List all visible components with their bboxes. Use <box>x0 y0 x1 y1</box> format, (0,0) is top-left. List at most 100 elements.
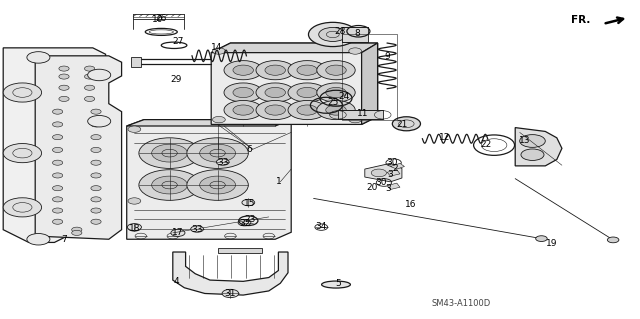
Circle shape <box>233 65 253 75</box>
Circle shape <box>128 198 141 204</box>
Circle shape <box>3 144 42 163</box>
Circle shape <box>139 138 200 168</box>
Circle shape <box>59 96 69 101</box>
Text: 3: 3 <box>388 170 393 179</box>
Circle shape <box>88 69 111 81</box>
Circle shape <box>297 87 317 98</box>
Circle shape <box>152 144 188 162</box>
Text: 3: 3 <box>385 184 390 193</box>
Circle shape <box>59 66 69 71</box>
Polygon shape <box>390 163 404 169</box>
Circle shape <box>200 176 236 194</box>
Circle shape <box>187 138 248 168</box>
Circle shape <box>536 236 547 241</box>
Circle shape <box>91 122 101 127</box>
Circle shape <box>91 208 101 213</box>
Circle shape <box>84 85 95 90</box>
Circle shape <box>216 159 229 165</box>
Text: 24: 24 <box>339 92 350 101</box>
Circle shape <box>319 27 347 41</box>
Text: 26: 26 <box>156 14 167 23</box>
Circle shape <box>317 83 355 102</box>
Circle shape <box>265 65 285 75</box>
Circle shape <box>256 100 294 120</box>
Polygon shape <box>365 163 402 182</box>
Circle shape <box>91 160 101 165</box>
Circle shape <box>152 176 188 194</box>
Circle shape <box>607 237 619 243</box>
Text: 18: 18 <box>129 224 140 233</box>
Circle shape <box>520 135 545 147</box>
Text: 21: 21 <box>396 120 408 129</box>
Text: 27: 27 <box>172 37 184 46</box>
Text: 28: 28 <box>335 27 346 36</box>
Circle shape <box>91 173 101 178</box>
Text: 34: 34 <box>316 222 327 231</box>
Text: 33: 33 <box>191 225 203 234</box>
Circle shape <box>3 83 42 102</box>
Circle shape <box>187 170 248 200</box>
Text: 33: 33 <box>217 158 228 167</box>
Circle shape <box>84 66 95 71</box>
Text: 8: 8 <box>355 29 360 38</box>
Circle shape <box>265 105 285 115</box>
Circle shape <box>233 105 253 115</box>
Circle shape <box>128 126 141 132</box>
Circle shape <box>52 109 63 114</box>
Circle shape <box>72 230 82 235</box>
Polygon shape <box>211 43 378 53</box>
Text: SM43-A1100D: SM43-A1100D <box>431 299 490 308</box>
Circle shape <box>265 87 285 98</box>
Text: 2: 2 <box>392 164 397 173</box>
Polygon shape <box>3 48 106 242</box>
Text: 7: 7 <box>61 235 67 244</box>
Circle shape <box>91 109 101 114</box>
Text: 17: 17 <box>172 228 184 237</box>
Text: 15: 15 <box>244 199 255 208</box>
Circle shape <box>256 83 294 102</box>
Circle shape <box>242 199 255 206</box>
Bar <box>338 110 383 119</box>
Circle shape <box>297 105 317 115</box>
Circle shape <box>212 48 225 54</box>
Circle shape <box>171 229 185 236</box>
Circle shape <box>212 116 225 123</box>
Text: 32: 32 <box>239 219 250 228</box>
Text: 11: 11 <box>357 109 369 118</box>
Circle shape <box>139 170 200 200</box>
Circle shape <box>326 87 346 98</box>
Circle shape <box>52 135 63 140</box>
Circle shape <box>27 234 50 245</box>
Circle shape <box>59 74 69 79</box>
Text: 23: 23 <box>244 215 255 224</box>
Circle shape <box>222 289 239 298</box>
Polygon shape <box>127 120 291 126</box>
Circle shape <box>52 219 63 224</box>
Circle shape <box>326 65 346 75</box>
Circle shape <box>349 48 362 54</box>
Text: 20: 20 <box>367 183 378 192</box>
Circle shape <box>59 85 69 90</box>
Circle shape <box>3 198 42 217</box>
Circle shape <box>521 149 544 160</box>
Circle shape <box>224 61 262 80</box>
Text: 22: 22 <box>481 140 492 149</box>
Text: 19: 19 <box>546 239 557 248</box>
Circle shape <box>392 117 420 131</box>
Text: 13: 13 <box>519 137 531 145</box>
Circle shape <box>91 186 101 191</box>
Polygon shape <box>362 43 378 124</box>
Circle shape <box>52 160 63 165</box>
Circle shape <box>127 224 141 231</box>
Circle shape <box>91 147 101 152</box>
Polygon shape <box>515 128 562 166</box>
Circle shape <box>288 83 326 102</box>
Polygon shape <box>173 252 288 295</box>
Polygon shape <box>387 183 400 189</box>
Text: 10: 10 <box>152 15 164 24</box>
Circle shape <box>317 100 355 120</box>
Text: 12: 12 <box>439 133 451 142</box>
Circle shape <box>52 186 63 191</box>
Polygon shape <box>35 56 122 239</box>
Circle shape <box>233 87 253 98</box>
